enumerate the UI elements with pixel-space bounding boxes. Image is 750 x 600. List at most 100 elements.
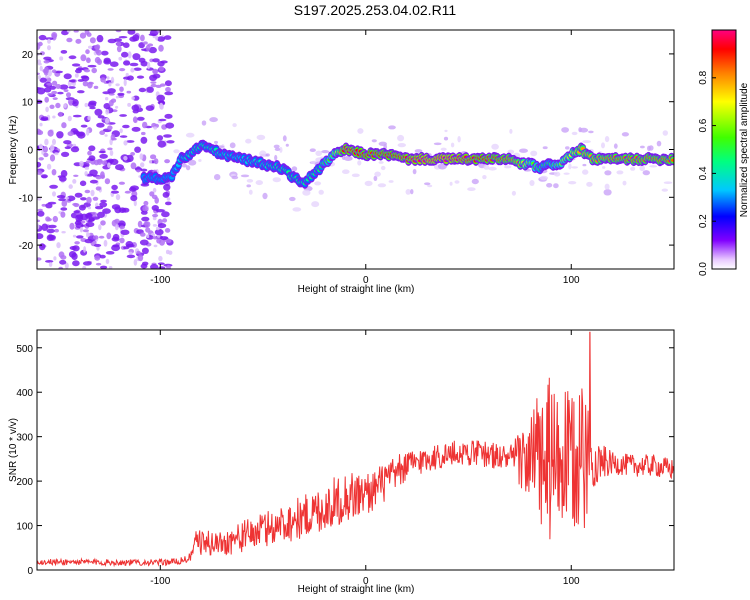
spectrogram-noise-blob	[159, 239, 165, 246]
spectrogram-noise-blob	[83, 69, 91, 73]
spectrogram-haze-blob	[649, 165, 658, 168]
spectrogram-noise-blob	[100, 265, 108, 269]
spectrogram-noise-blob	[66, 30, 71, 33]
spectrogram-noise-blob	[132, 53, 141, 61]
spectrogram-noise-blob	[61, 151, 70, 157]
spectrogram-noise-blob	[66, 37, 73, 43]
spectrogram-y-axis-label: Frequency (Hz)	[8, 116, 19, 185]
spectrogram-x-tick-label: 100	[563, 275, 580, 286]
spectrogram-noise-blob	[119, 128, 123, 134]
spectrogram-noise-blob	[63, 89, 69, 93]
spectrogram-haze-blob	[315, 150, 323, 156]
spectrogram-haze-blob	[553, 183, 559, 189]
spectrogram-noise-blob	[87, 115, 91, 121]
spectrogram-noise-blob	[146, 234, 150, 238]
spectrogram-noise-blob	[111, 190, 119, 194]
spectrogram-noise-blob	[52, 191, 56, 197]
spectrogram-noise-blob	[155, 35, 159, 41]
spectrogram-haze-blob	[483, 164, 490, 170]
spectrogram-noise-blob	[88, 155, 96, 162]
spectrogram-noise-blob	[156, 94, 165, 102]
spectrogram-noise-blob	[50, 144, 55, 152]
spectrogram-noise-blob	[117, 92, 125, 96]
spectrogram-noise-blob	[39, 65, 43, 72]
snr-plot-area	[37, 330, 674, 570]
spectrogram-haze-blob	[246, 179, 254, 183]
spectrogram-noise-blob	[49, 184, 58, 189]
spectrogram-noise-blob	[79, 32, 87, 39]
spectrogram-noise-blob	[146, 62, 151, 70]
spectrogram-noise-blob	[37, 170, 43, 175]
spectrogram-haze-blob	[467, 187, 476, 192]
spectrogram-haze-blob	[530, 150, 538, 157]
spectrogram-noise-blob	[55, 102, 61, 109]
spectrogram-noise-blob	[63, 103, 67, 109]
spectrogram-noise-blob	[162, 218, 168, 223]
spectrogram-noise-blob	[130, 195, 138, 202]
spectrogram-noise-blob	[61, 200, 68, 207]
spectrogram-noise-blob	[66, 92, 71, 98]
spectrogram-noise-blob	[106, 76, 110, 80]
spectrogram-haze-blob	[265, 153, 270, 157]
spectrogram-noise-blob	[84, 171, 88, 177]
spectrogram-noise-blob	[58, 111, 63, 117]
spectrogram-noise-blob	[103, 57, 111, 64]
spectrogram-noise-blob	[84, 238, 93, 244]
spectrogram-noise-blob	[88, 45, 93, 49]
spectrogram-noise-blob	[96, 158, 103, 163]
spectrogram-haze-blob	[504, 165, 512, 169]
spectrogram-noise-blob	[49, 154, 56, 162]
spectrogram-haze-blob	[622, 180, 627, 186]
spectrogram-haze-blob	[397, 143, 406, 148]
spectrogram-noise-blob	[97, 115, 105, 119]
colorbar-ticks: 0.0 0.2 0.4 0.6 0.8	[698, 70, 716, 276]
spectrogram-haze-blob	[642, 170, 650, 176]
spectrogram-haze-blob	[613, 143, 618, 149]
spectrogram-noise-blob	[87, 102, 97, 108]
spectrogram-haze-blob	[374, 171, 381, 177]
spectrogram-noise-blob	[163, 35, 172, 40]
spectrogram-noise-blob	[164, 228, 171, 233]
spectrogram-haze-blob	[582, 169, 589, 175]
spectrogram-noise-blob	[98, 150, 106, 154]
spectrogram-haze-blob	[351, 173, 360, 178]
spectrogram-noise-blob	[130, 152, 136, 156]
spectrogram-noise-blob	[58, 198, 67, 202]
spectrogram-noise-blob	[43, 56, 52, 61]
spectrogram-noise-blob	[140, 136, 148, 144]
spectrogram-noise-blob	[76, 235, 84, 239]
spectrogram-haze-blob	[511, 190, 516, 196]
spectrogram-x-ticks: -100 0 100	[150, 30, 580, 286]
spectrogram-noise-blob	[40, 174, 48, 179]
spectrogram-haze-blob	[405, 189, 411, 195]
spectrogram-noise-blob	[51, 32, 58, 39]
spectrogram-noise-blob	[133, 200, 137, 207]
spectrogram-noise-blob	[157, 140, 167, 148]
spectrogram-noise-blob	[82, 229, 89, 233]
spectrogram-noise-blob	[84, 189, 91, 194]
spectrogram-noise-blob	[130, 185, 139, 191]
spectrogram-noise-blob	[37, 59, 42, 65]
spectrogram-noise-blob	[148, 33, 157, 36]
spectrogram-noise-blob	[158, 255, 163, 262]
spectrogram-haze-blob	[273, 144, 280, 149]
spectrogram-haze-blob	[414, 149, 423, 153]
spectrogram-noise-blob	[74, 192, 83, 198]
spectrogram-noise-blob	[115, 30, 122, 33]
spectrogram-noise-blob	[52, 138, 56, 145]
spectrogram-haze-blob	[285, 143, 289, 147]
colorbar: 0.0 0.2 0.4 0.6 0.8 Normalized spectral ampl…	[698, 29, 750, 276]
spectrogram-noise-blob	[69, 222, 75, 230]
snr-x-tick-label: 100	[563, 576, 580, 587]
spectrogram-haze-blob	[245, 138, 252, 144]
spectrogram-noise-blob	[163, 134, 172, 138]
spectrogram-noise-blob	[110, 76, 115, 84]
spectrogram-y-ticks: -20 -10 0 10 20	[19, 50, 674, 252]
spectrogram-haze-blob	[603, 189, 612, 196]
spectrogram-noise-blob	[89, 106, 96, 110]
spectrogram-noise-blob	[91, 67, 97, 74]
spectrogram-haze-blob	[256, 134, 266, 141]
spectrogram-noise-blob	[138, 87, 147, 93]
spectrogram-noise-blob	[45, 77, 52, 83]
spectrogram-noise-blob	[166, 264, 171, 269]
